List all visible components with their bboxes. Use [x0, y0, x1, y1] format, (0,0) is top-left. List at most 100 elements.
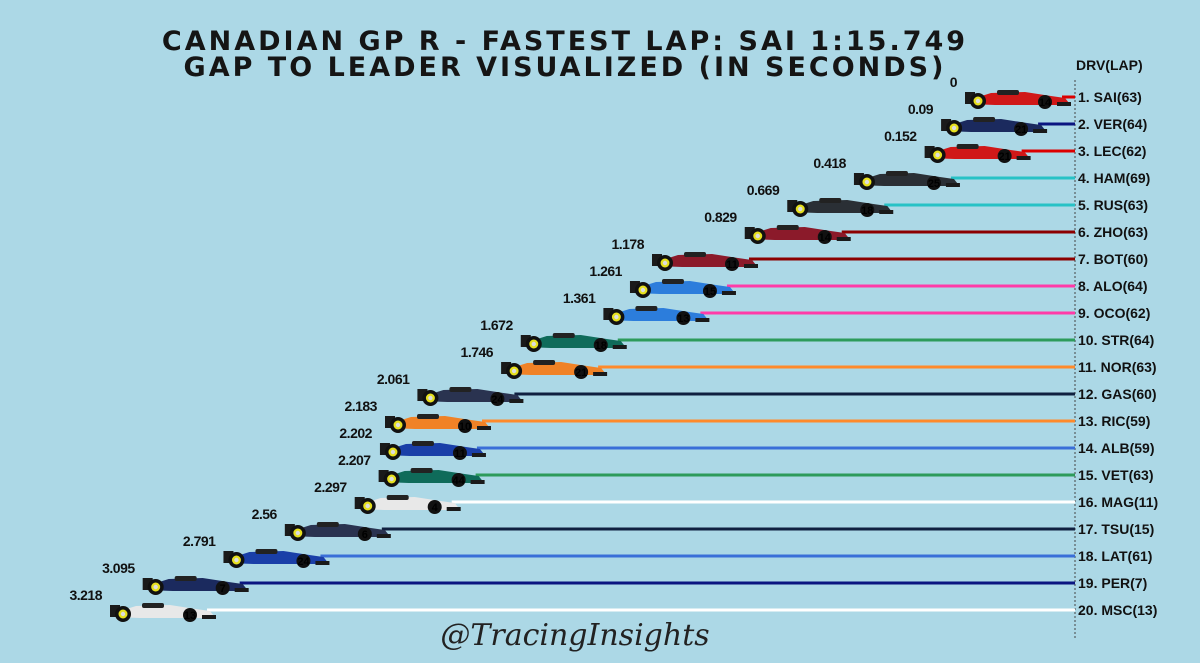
driver-label-14: 14. ALB(59) [1078, 440, 1155, 456]
front-wing [879, 210, 894, 214]
car-number: 11 [454, 448, 466, 460]
front-tyre [574, 365, 589, 379]
cockpit [684, 252, 707, 257]
front-tyre [725, 257, 740, 271]
driver-label-11: 11. NOR(63) [1078, 359, 1157, 375]
front-wing [612, 345, 627, 349]
front-wing [695, 318, 710, 322]
front-wing [446, 507, 461, 511]
rear-rim [798, 206, 803, 212]
cockpit [316, 522, 339, 527]
cockpit [449, 387, 472, 392]
driver-label-8: 8. ALO(64) [1078, 278, 1148, 294]
rear-rim [951, 125, 957, 131]
column-header: DRV(LAP) [1076, 57, 1143, 73]
front-tyre [296, 554, 311, 568]
rear-rim [234, 557, 239, 563]
front-wing [945, 183, 960, 187]
rear-rim [662, 260, 668, 266]
car-6: 14 [744, 225, 851, 244]
car-number: 10 [459, 421, 471, 433]
rear-rim [390, 449, 396, 455]
car-number: 13 [184, 610, 196, 622]
car-12: 24 [417, 387, 524, 406]
car-number: 24 [297, 556, 310, 568]
rear-rim [153, 584, 158, 590]
car-7: 11 [652, 252, 759, 271]
front-tyre [427, 500, 442, 514]
cockpit [956, 144, 979, 149]
car-19: 7 [142, 576, 249, 595]
front-wing [744, 264, 759, 268]
car-number: 44 [452, 475, 465, 487]
front-wing [1057, 102, 1071, 106]
driver-label-17: 17. TSU(15) [1078, 521, 1154, 537]
front-tyre [452, 446, 467, 460]
gap-label-1: 0 [950, 74, 958, 90]
driver-label-20: 20. MSC(13) [1078, 602, 1157, 618]
car-number: 15 [704, 286, 716, 298]
car-number: 14 [1039, 97, 1052, 109]
gap-label-7: 1.178 [611, 236, 644, 252]
gap-label-10: 1.672 [480, 317, 513, 333]
driver-label-6: 6. ZHO(63) [1078, 224, 1148, 240]
gap-label-13: 2.183 [344, 398, 377, 414]
car-number: 21 [575, 367, 587, 379]
rear-rim [531, 341, 536, 347]
front-tyre [997, 149, 1012, 163]
car-13: 10 [384, 414, 491, 433]
front-wing [509, 399, 524, 403]
car-1: 14 [965, 90, 1071, 109]
rear-rim [511, 368, 517, 374]
gap-label-3: 0.152 [884, 128, 917, 144]
rear-rim [614, 314, 619, 320]
car-20: 13 [110, 603, 216, 622]
car-16: 4 [354, 495, 461, 514]
gap-label-15: 2.207 [338, 452, 371, 468]
car-number: 24 [491, 394, 504, 406]
cockpit [411, 441, 434, 446]
front-wing [376, 534, 391, 538]
rear-rim [640, 287, 646, 293]
cockpit [997, 90, 1019, 95]
front-wing [593, 372, 608, 376]
cockpit [635, 306, 658, 311]
driver-label-12: 12. GAS(60) [1078, 386, 1157, 402]
cockpit [533, 360, 556, 365]
driver-label-4: 4. HAM(69) [1078, 170, 1150, 186]
rear-rim [295, 530, 301, 536]
front-wing [470, 480, 485, 484]
gap-label-6: 0.829 [704, 209, 737, 225]
car-14: 11 [379, 441, 486, 460]
car-17: 6 [284, 522, 391, 541]
car-18: 24 [223, 549, 330, 568]
driver-label-18: 18. LAT(61) [1078, 548, 1152, 564]
car-number: 13 [677, 313, 689, 325]
driver-label-16: 16. MAG(11) [1078, 494, 1158, 510]
car-11: 21 [501, 360, 608, 379]
front-wing [721, 291, 736, 295]
gap-label-12: 2.061 [377, 371, 410, 387]
front-tyre [357, 527, 372, 541]
car-3: 21 [924, 144, 1031, 163]
driver-label-2: 2. VER(64) [1078, 116, 1147, 132]
cockpit [819, 198, 842, 203]
front-tyre [215, 581, 230, 595]
cockpit [416, 414, 439, 419]
front-tyre [1038, 95, 1052, 109]
gap-label-2: 0.09 [908, 101, 934, 117]
driver-label-15: 15. VET(63) [1078, 467, 1153, 483]
front-tyre [593, 338, 608, 352]
front-tyre [183, 608, 197, 622]
front-wing [471, 453, 486, 457]
rear-rim [395, 422, 401, 428]
cockpit [386, 495, 409, 500]
car-number: 21 [1015, 124, 1027, 136]
gap-label-17: 2.56 [252, 506, 278, 522]
car-number: 18 [861, 205, 873, 217]
gap-label-8: 1.261 [589, 263, 622, 279]
car-number: 11 [726, 259, 738, 271]
cockpit [661, 279, 684, 284]
car-number: 18 [595, 340, 607, 352]
